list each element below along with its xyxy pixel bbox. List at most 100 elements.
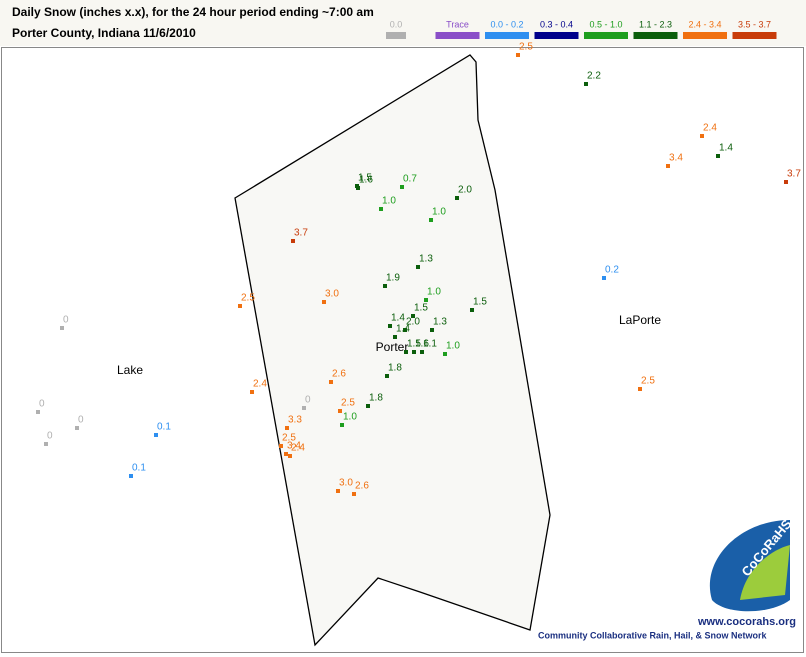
legend-swatch	[584, 32, 628, 39]
station-marker	[470, 308, 474, 312]
station-marker	[36, 410, 40, 414]
station-marker	[279, 444, 283, 448]
station-value: 1.5	[414, 303, 428, 314]
station-value: 2.4	[291, 443, 305, 454]
legend-swatch	[732, 32, 777, 39]
station-marker	[420, 350, 424, 354]
legend-label: 3.5 - 3.7	[738, 19, 771, 29]
station-marker	[404, 350, 408, 354]
legend-label: 2.4 - 3.4	[688, 19, 721, 29]
station-marker	[60, 326, 64, 330]
station-value: 0.1	[157, 422, 171, 433]
station-marker	[455, 196, 459, 200]
station-value: 0	[305, 395, 311, 406]
station-marker	[716, 154, 720, 158]
station-value: 3.7	[787, 169, 801, 180]
station-value: 1.5	[473, 297, 487, 308]
legend-label: Trace	[446, 19, 469, 29]
station-marker	[338, 409, 342, 413]
station-value: 2.5	[282, 433, 296, 444]
station-marker	[666, 164, 670, 168]
legend-swatch	[435, 32, 480, 39]
station-value: 3.0	[339, 478, 353, 489]
footer-network: Community Collaborative Rain, Hail, & Sn…	[538, 630, 768, 640]
station-marker	[340, 423, 344, 427]
station-value: 1.9	[386, 273, 400, 284]
station-value: 1.4	[391, 313, 405, 324]
station-value: 3.4	[287, 441, 301, 452]
footer-url[interactable]: www.cocorahs.org	[697, 616, 796, 628]
title: Daily Snow (inches x.x), for the 24 hour…	[12, 5, 374, 19]
station-marker	[336, 489, 340, 493]
station-value: 2.5	[641, 376, 655, 387]
station-value: 2.4	[703, 123, 717, 134]
legend-swatch	[683, 32, 727, 39]
station-marker	[352, 492, 356, 496]
station-marker	[388, 324, 392, 328]
station-marker	[322, 300, 326, 304]
station-marker	[291, 239, 295, 243]
station-marker	[638, 387, 642, 391]
station-marker	[238, 304, 242, 308]
subtitle: Porter County, Indiana 11/6/2010	[12, 26, 196, 40]
station-value: 1.5	[407, 339, 421, 350]
station-value: 1.3	[419, 254, 433, 265]
legend-swatch	[633, 32, 678, 39]
legend-label: 1.1 - 2.3	[639, 19, 672, 29]
station-value: 1.8	[388, 363, 402, 374]
station-value: 1.0	[382, 196, 396, 207]
station-value: 3.7	[294, 228, 308, 239]
station-marker	[44, 442, 48, 446]
station-value: 1.0	[432, 207, 446, 218]
station-value: 2.6	[355, 481, 369, 492]
legend-swatch	[534, 32, 579, 39]
legend-label: 0.5 - 1.0	[589, 19, 622, 29]
legend-label: 0.0 - 0.2	[490, 19, 523, 29]
station-value: 1.0	[343, 412, 357, 423]
station-value: 0.7	[403, 174, 417, 185]
station-value: 1.0	[427, 287, 441, 298]
station-value: 1.1	[423, 339, 437, 350]
station-value: 0	[39, 399, 45, 410]
station-value: 2.2	[587, 71, 601, 82]
station-marker	[516, 53, 520, 57]
station-marker	[411, 314, 415, 318]
station-marker	[424, 298, 428, 302]
station-value: 0	[47, 431, 53, 442]
station-value: 1.3	[433, 317, 447, 328]
station-marker	[412, 350, 416, 354]
station-marker	[393, 335, 397, 339]
station-value: 0.1	[132, 463, 146, 474]
station-value: 2.5	[519, 42, 533, 53]
station-value: 1.4	[396, 324, 410, 335]
county-label: Porter	[376, 340, 409, 354]
station-marker	[700, 134, 704, 138]
station-marker	[355, 184, 359, 188]
station-value: 0	[78, 415, 84, 426]
station-value: 3.3	[288, 415, 302, 426]
station-marker	[430, 328, 434, 332]
station-value: 1.6	[359, 175, 373, 186]
porter-county	[234, 54, 551, 647]
legend-swatch	[386, 32, 406, 39]
station-value: 3.4	[669, 153, 683, 164]
station-marker	[383, 284, 387, 288]
station-marker	[302, 406, 306, 410]
station-marker	[400, 185, 404, 189]
county-label: Lake	[117, 363, 143, 377]
legend-label: 0.0	[390, 19, 403, 29]
station-marker	[285, 426, 289, 430]
station-marker	[602, 276, 606, 280]
station-marker	[443, 352, 447, 356]
station-value: 0.2	[605, 265, 619, 276]
station-value: 1.0	[446, 341, 460, 352]
station-marker	[366, 404, 370, 408]
station-marker	[385, 374, 389, 378]
station-value: 2.6	[332, 369, 346, 380]
station-marker	[429, 218, 433, 222]
station-marker	[329, 380, 333, 384]
station-marker	[416, 265, 420, 269]
station-value: 2.5	[241, 293, 255, 304]
